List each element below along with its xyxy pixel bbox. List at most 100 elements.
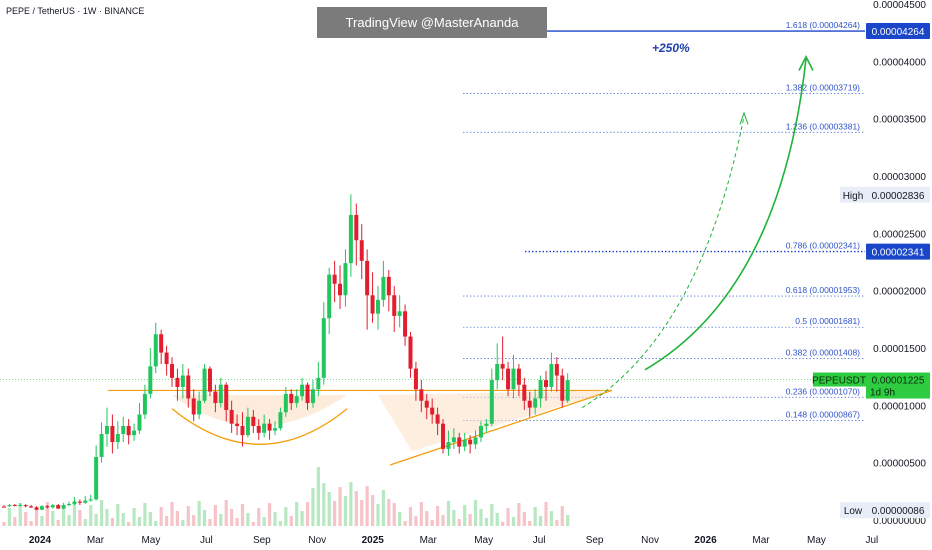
candle-body[interactable] bbox=[218, 384, 223, 404]
candle-body[interactable] bbox=[45, 506, 50, 508]
candle-body[interactable] bbox=[235, 423, 240, 426]
candle-body[interactable] bbox=[56, 505, 61, 509]
candle-body[interactable] bbox=[229, 409, 234, 424]
candle-body[interactable] bbox=[202, 368, 207, 401]
candle-body[interactable] bbox=[408, 336, 413, 369]
candle-body[interactable] bbox=[321, 318, 326, 378]
candle-body[interactable] bbox=[164, 352, 169, 365]
candle-body[interactable] bbox=[153, 334, 158, 367]
candle-body[interactable] bbox=[289, 393, 294, 404]
candle-body[interactable] bbox=[370, 295, 375, 314]
candle-body[interactable] bbox=[403, 311, 408, 337]
candle-body[interactable] bbox=[392, 295, 397, 316]
candle-body[interactable] bbox=[310, 389, 315, 404]
candle-body[interactable] bbox=[83, 500, 88, 503]
candle-body[interactable] bbox=[240, 425, 245, 436]
candle-body[interactable] bbox=[441, 423, 446, 449]
candle-body[interactable] bbox=[516, 368, 521, 385]
candle-body[interactable] bbox=[381, 276, 386, 300]
candle-body[interactable] bbox=[495, 364, 500, 381]
candle-body[interactable] bbox=[77, 501, 82, 503]
candle-body[interactable] bbox=[386, 276, 391, 296]
candle-body[interactable] bbox=[2, 506, 6, 508]
candle-body[interactable] bbox=[273, 428, 277, 431]
candle-body[interactable] bbox=[305, 384, 310, 404]
candle-body[interactable] bbox=[544, 380, 548, 387]
candle-body[interactable] bbox=[29, 506, 34, 508]
candle-body[interactable] bbox=[348, 214, 353, 264]
candle-body[interactable] bbox=[50, 505, 55, 508]
candle-body[interactable] bbox=[180, 375, 185, 387]
candle-body[interactable] bbox=[104, 425, 109, 434]
candle-body[interactable] bbox=[137, 414, 142, 431]
candle-body[interactable] bbox=[170, 364, 175, 378]
candle-body[interactable] bbox=[413, 368, 418, 390]
candle-body[interactable] bbox=[12, 505, 17, 507]
candle-body[interactable] bbox=[359, 240, 364, 261]
candle-body[interactable] bbox=[159, 334, 164, 353]
candle-body[interactable] bbox=[7, 505, 12, 507]
candle-body[interactable] bbox=[468, 439, 473, 445]
candle-body[interactable] bbox=[99, 434, 104, 457]
candle-body[interactable] bbox=[430, 407, 435, 415]
candle-body[interactable] bbox=[338, 283, 343, 296]
candle-body[interactable] bbox=[283, 393, 288, 413]
candle-body[interactable] bbox=[554, 364, 559, 376]
candle-body[interactable] bbox=[18, 505, 23, 507]
candle-body[interactable] bbox=[511, 368, 516, 390]
candle-body[interactable] bbox=[527, 400, 532, 408]
candle-body[interactable] bbox=[478, 425, 483, 438]
candle-body[interactable] bbox=[251, 416, 256, 426]
candle-body[interactable] bbox=[39, 506, 44, 510]
candle-body[interactable] bbox=[132, 430, 137, 436]
candle-body[interactable] bbox=[549, 364, 554, 387]
candle-body[interactable] bbox=[121, 425, 126, 434]
candle-body[interactable] bbox=[462, 439, 467, 447]
candle-body[interactable] bbox=[67, 503, 72, 506]
candle-body[interactable] bbox=[506, 368, 511, 390]
candle-body[interactable] bbox=[110, 425, 115, 443]
candle-body[interactable] bbox=[256, 425, 261, 433]
candle-body[interactable] bbox=[473, 437, 478, 445]
candle-body[interactable] bbox=[500, 364, 505, 369]
candle-body[interactable] bbox=[142, 393, 147, 415]
candle-body[interactable] bbox=[457, 437, 462, 447]
candle-body[interactable] bbox=[419, 389, 424, 401]
candle-body[interactable] bbox=[327, 274, 332, 319]
candle-body[interactable] bbox=[565, 380, 570, 401]
candle-body[interactable] bbox=[294, 396, 299, 404]
candle-body[interactable] bbox=[300, 384, 305, 397]
candle-body[interactable] bbox=[489, 380, 494, 424]
candle-body[interactable] bbox=[148, 366, 153, 394]
candle-body[interactable] bbox=[115, 434, 120, 443]
candle-body[interactable] bbox=[451, 437, 456, 443]
candle-body[interactable] bbox=[126, 425, 131, 436]
candle-body[interactable] bbox=[94, 456, 99, 500]
candle-body[interactable] bbox=[197, 400, 202, 415]
candle-body[interactable] bbox=[213, 391, 218, 404]
candle-body[interactable] bbox=[354, 214, 359, 241]
candle-body[interactable] bbox=[343, 263, 348, 296]
candle-body[interactable] bbox=[397, 311, 402, 316]
candle-body[interactable] bbox=[23, 505, 28, 507]
candle-body[interactable] bbox=[72, 501, 77, 504]
candle-body[interactable] bbox=[207, 368, 212, 392]
candle-body[interactable] bbox=[538, 380, 543, 399]
candle-body[interactable] bbox=[484, 423, 489, 426]
candle-body[interactable] bbox=[375, 299, 380, 314]
candle-body[interactable] bbox=[267, 423, 272, 431]
candle-body[interactable] bbox=[332, 274, 337, 284]
candle-body[interactable] bbox=[533, 398, 538, 408]
candle-body[interactable] bbox=[365, 260, 370, 296]
candle-body[interactable] bbox=[560, 375, 565, 401]
candle-body[interactable] bbox=[435, 414, 440, 424]
candle-body[interactable] bbox=[88, 499, 93, 501]
candle-body[interactable] bbox=[224, 384, 229, 410]
candle-body[interactable] bbox=[186, 375, 191, 399]
candle-body[interactable] bbox=[446, 442, 451, 449]
candle-body[interactable] bbox=[262, 423, 267, 433]
candle-body[interactable] bbox=[61, 505, 66, 509]
candle-body[interactable] bbox=[522, 384, 527, 401]
candle-body[interactable] bbox=[191, 398, 196, 415]
